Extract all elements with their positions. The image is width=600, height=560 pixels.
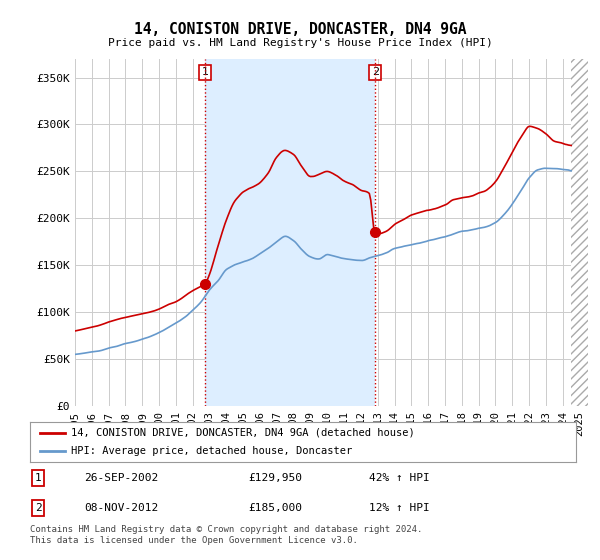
Bar bbox=[571, 59, 588, 406]
Text: 1: 1 bbox=[202, 68, 209, 77]
Text: £185,000: £185,000 bbox=[248, 503, 302, 513]
Text: 1: 1 bbox=[35, 473, 41, 483]
Text: Contains HM Land Registry data © Crown copyright and database right 2024.
This d: Contains HM Land Registry data © Crown c… bbox=[30, 525, 422, 545]
Text: 2: 2 bbox=[35, 503, 41, 513]
Text: 08-NOV-2012: 08-NOV-2012 bbox=[85, 503, 159, 513]
Text: 42% ↑ HPI: 42% ↑ HPI bbox=[368, 473, 429, 483]
Text: HPI: Average price, detached house, Doncaster: HPI: Average price, detached house, Donc… bbox=[71, 446, 352, 456]
Text: 26-SEP-2002: 26-SEP-2002 bbox=[85, 473, 159, 483]
Text: 12% ↑ HPI: 12% ↑ HPI bbox=[368, 503, 429, 513]
Text: 2: 2 bbox=[371, 68, 379, 77]
Text: 14, CONISTON DRIVE, DONCASTER, DN4 9GA: 14, CONISTON DRIVE, DONCASTER, DN4 9GA bbox=[134, 22, 466, 38]
Text: £129,950: £129,950 bbox=[248, 473, 302, 483]
Text: Price paid vs. HM Land Registry's House Price Index (HPI): Price paid vs. HM Land Registry's House … bbox=[107, 38, 493, 48]
Text: 14, CONISTON DRIVE, DONCASTER, DN4 9GA (detached house): 14, CONISTON DRIVE, DONCASTER, DN4 9GA (… bbox=[71, 428, 415, 437]
Bar bbox=[205, 59, 375, 406]
